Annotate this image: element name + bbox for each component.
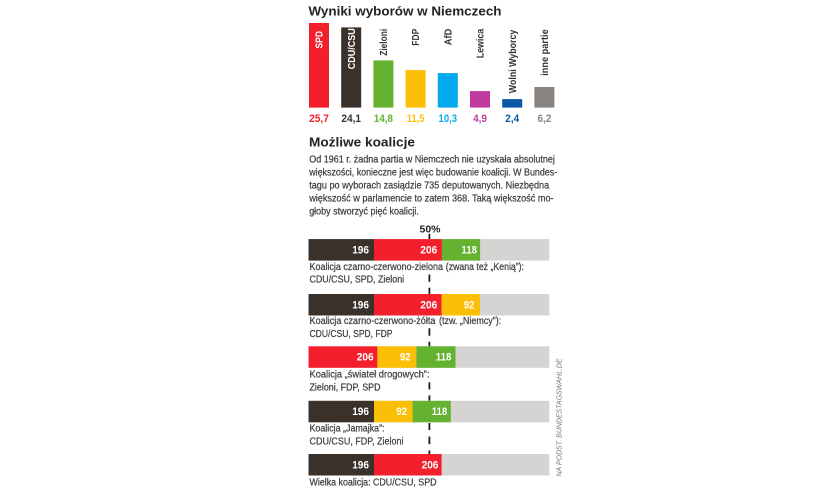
svg-text:10,3: 10,3 xyxy=(439,113,458,125)
svg-text:Zieloni: Zieloni xyxy=(379,29,390,56)
svg-text:Koalicja „świateł drogowych”:: Koalicja „świateł drogowych”: xyxy=(310,370,430,381)
svg-text:Możliwe koalicje: Możliwe koalicje xyxy=(309,134,415,149)
svg-text:większość w parlamencie to zat: większość w parlamencie to zatem 368. Ta… xyxy=(308,193,553,204)
svg-text:206: 206 xyxy=(420,244,437,256)
svg-text:Wielka koalicja: CDU/CSU, SPD: Wielka koalicja: CDU/CSU, SPD xyxy=(310,477,437,488)
svg-text:24,1: 24,1 xyxy=(341,113,361,125)
svg-text:196: 196 xyxy=(352,459,369,471)
svg-text:większości, konieczne jest wię: większości, konieczne jest więc budowani… xyxy=(308,167,557,178)
svg-text:Koalicja czarno-czerwono-żółta: Koalicja czarno-czerwono-żółta xyxy=(310,316,437,327)
svg-text:50%: 50% xyxy=(420,225,441,236)
svg-text:głoby stworzyć pięć koalicji.: głoby stworzyć pięć koalicji. xyxy=(309,207,419,218)
svg-text:118: 118 xyxy=(432,406,448,418)
svg-text:FDP: FDP xyxy=(411,28,422,45)
svg-text:CDU/CSU, FDP, Zieloni: CDU/CSU, FDP, Zieloni xyxy=(310,436,404,447)
svg-text:6,2: 6,2 xyxy=(538,113,552,125)
svg-text:196: 196 xyxy=(352,299,369,311)
svg-text:206: 206 xyxy=(422,459,439,471)
svg-text:Koalicja czarno-czerwono-zielo: Koalicja czarno-czerwono-zielona xyxy=(310,262,444,273)
svg-text:SPD: SPD xyxy=(315,31,326,49)
svg-text:tagu po wyborach zasiądzie 735: tagu po wyborach zasiądzie 735 deputowan… xyxy=(309,180,550,191)
svg-text:11,5: 11,5 xyxy=(407,113,425,125)
svg-text:206: 206 xyxy=(357,352,374,364)
svg-text:196: 196 xyxy=(352,406,369,418)
svg-text:CDU/CSU, SPD, FDP: CDU/CSU, SPD, FDP xyxy=(310,329,393,340)
svg-text:CDU/CSU, SPD, Zieloni: CDU/CSU, SPD, Zieloni xyxy=(310,275,405,286)
svg-text:Wyniki wyborów w Niemczech: Wyniki wyborów w Niemczech xyxy=(309,4,502,19)
svg-text:CDU/CSU: CDU/CSU xyxy=(347,28,358,69)
svg-text:92: 92 xyxy=(396,406,407,418)
svg-text:206: 206 xyxy=(420,299,437,311)
svg-text:Wolni Wyborcy: Wolni Wyborcy xyxy=(508,29,519,93)
svg-text:4,9: 4,9 xyxy=(473,113,487,125)
svg-text:2,4: 2,4 xyxy=(505,113,520,125)
svg-text:Od 1961 r. żadna partia w Niem: Od 1961 r. żadna partia w Niemczech nie … xyxy=(309,154,555,165)
svg-text:NA PODST. BUNDESTAGSWAHL.DE: NA PODST. BUNDESTAGSWAHL.DE xyxy=(555,358,564,476)
svg-text:(zwana też „Kenią”):: (zwana też „Kenią”): xyxy=(446,262,524,273)
svg-text:25,7: 25,7 xyxy=(309,113,329,125)
svg-text:118: 118 xyxy=(461,244,477,256)
svg-text:118: 118 xyxy=(436,352,452,364)
svg-text:Koalicja „Jamajka”:: Koalicja „Jamajka”: xyxy=(310,423,385,434)
svg-text:(tzw. „Niemcy”):: (tzw. „Niemcy”): xyxy=(439,316,501,327)
svg-text:196: 196 xyxy=(352,244,369,256)
svg-text:Zieloni, FDP, SPD: Zieloni, FDP, SPD xyxy=(310,383,381,394)
svg-text:AfD: AfD xyxy=(443,29,454,46)
svg-text:92: 92 xyxy=(400,352,411,364)
svg-text:92: 92 xyxy=(464,299,475,311)
svg-text:14,8: 14,8 xyxy=(374,113,393,125)
svg-text:Lewica: Lewica xyxy=(476,28,487,58)
svg-text:inne partie: inne partie xyxy=(540,29,551,76)
